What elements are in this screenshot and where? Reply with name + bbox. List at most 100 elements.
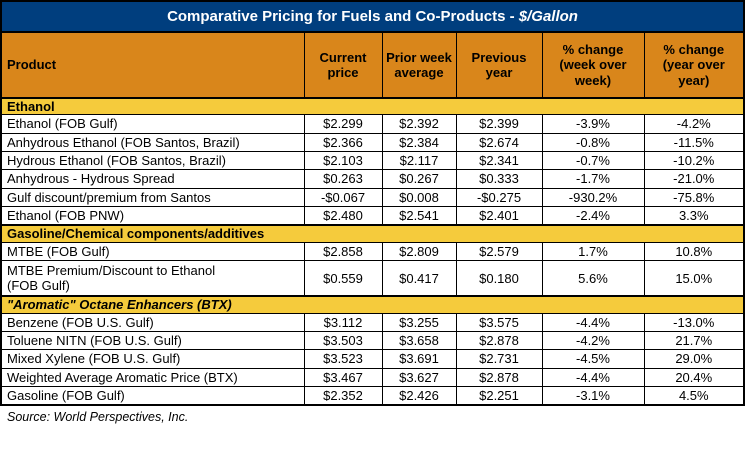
prior-week-avg-cell: $3.691	[381, 349, 457, 369]
current-price-cell: $2.366	[303, 132, 383, 152]
col-header-pct-change-wow: % change (week over week)	[541, 31, 645, 99]
product-cell: Anhydrous - Hydrous Spread	[0, 169, 305, 189]
current-price-cell: $3.467	[303, 367, 383, 388]
product-cell: Gasoline (FOB Gulf)	[0, 386, 305, 406]
previous-year-cell: $2.878	[455, 367, 543, 388]
pct-change-yoy-cell: -75.8%	[643, 187, 745, 207]
table-row: Ethanol (FOB PNW) $2.480 $2.541 $2.401 -…	[0, 205, 745, 226]
previous-year-cell: $2.251	[455, 386, 543, 406]
previous-year-cell: $2.731	[455, 349, 543, 369]
prior-week-avg-cell: $0.267	[381, 169, 457, 189]
table-row: Gasoline (FOB Gulf) $2.352 $2.426 $2.251…	[0, 386, 745, 406]
prior-week-avg-cell: $3.255	[381, 312, 457, 333]
prior-week-avg-cell: $0.417	[381, 259, 457, 297]
product-cell: Weighted Average Aromatic Price (BTX)	[0, 367, 305, 388]
previous-year-cell: $2.674	[455, 132, 543, 152]
product-cell: MTBE Premium/Discount to Ethanol (FOB Gu…	[0, 259, 305, 297]
pct-change-wow-cell: -4.2%	[541, 331, 645, 351]
pct-change-yoy-cell: 21.7%	[643, 331, 745, 351]
pct-change-wow-cell: -2.4%	[541, 205, 645, 226]
current-price-cell: $3.112	[303, 312, 383, 333]
prior-week-avg-cell: $2.392	[381, 114, 457, 134]
product-cell: Anhydrous Ethanol (FOB Santos, Brazil)	[0, 132, 305, 152]
pct-change-wow-cell: -1.7%	[541, 169, 645, 189]
prior-week-avg-cell: $2.541	[381, 205, 457, 226]
product-cell: MTBE (FOB Gulf)	[0, 241, 305, 261]
current-price-cell: $2.103	[303, 150, 383, 171]
previous-year-cell: $2.399	[455, 114, 543, 134]
pct-change-yoy-cell: 4.5%	[643, 386, 745, 406]
product-cell: Gulf discount/premium from Santos	[0, 187, 305, 207]
prior-week-avg-cell: $2.426	[381, 386, 457, 406]
col-header-previous-year: Previous year	[455, 31, 543, 99]
table-row: Hydrous Ethanol (FOB Santos, Brazil) $2.…	[0, 150, 745, 171]
table-title: Comparative Pricing for Fuels and Co-Pro…	[0, 0, 745, 33]
pct-change-wow-cell: 5.6%	[541, 259, 645, 297]
current-price-cell: $0.559	[303, 259, 383, 297]
col-header-product: Product	[0, 31, 305, 99]
pct-change-yoy-cell: 10.8%	[643, 241, 745, 261]
pct-change-yoy-cell: 20.4%	[643, 367, 745, 388]
product-cell: Toluene NITN (FOB U.S. Gulf)	[0, 331, 305, 351]
pct-change-wow-cell: -3.1%	[541, 386, 645, 406]
table-row: Gulf discount/premium from Santos -$0.06…	[0, 187, 745, 207]
prior-week-avg-cell: $2.809	[381, 241, 457, 261]
pct-change-wow-cell: -4.5%	[541, 349, 645, 369]
previous-year-cell: $2.341	[455, 150, 543, 171]
previous-year-cell: $2.878	[455, 331, 543, 351]
current-price-cell: $2.858	[303, 241, 383, 261]
table-row: Anhydrous - Hydrous Spread $0.263 $0.267…	[0, 169, 745, 189]
section-header-gasoline-chemical: Gasoline/Chemical components/additives	[0, 224, 745, 243]
product-cell: Benzene (FOB U.S. Gulf)	[0, 312, 305, 333]
current-price-cell: $2.480	[303, 205, 383, 226]
prior-week-avg-cell: $3.627	[381, 367, 457, 388]
title-row: Comparative Pricing for Fuels and Co-Pro…	[0, 0, 745, 33]
col-header-prior-week-average: Prior week average	[381, 31, 457, 99]
product-label: MTBE Premium/Discount to Ethanol (FOB Gu…	[7, 262, 216, 294]
pct-change-wow-cell: -3.9%	[541, 114, 645, 134]
table-row: Weighted Average Aromatic Price (BTX) $3…	[0, 367, 745, 388]
prior-week-avg-cell: $2.117	[381, 150, 457, 171]
pct-change-yoy-cell: 29.0%	[643, 349, 745, 369]
prior-week-avg-cell: $0.008	[381, 187, 457, 207]
section-label: "Aromatic" Octane Enhancers (BTX)	[0, 295, 745, 314]
current-price-cell: $3.523	[303, 349, 383, 369]
product-cell: Mixed Xylene (FOB U.S. Gulf)	[0, 349, 305, 369]
table-row: Anhydrous Ethanol (FOB Santos, Brazil) $…	[0, 132, 745, 152]
pct-change-yoy-cell: -11.5%	[643, 132, 745, 152]
pct-change-yoy-cell: -13.0%	[643, 312, 745, 333]
current-price-cell: $3.503	[303, 331, 383, 351]
section-label: Gasoline/Chemical components/additives	[0, 224, 745, 243]
table-title-text: Comparative Pricing for Fuels and Co-Pro…	[167, 7, 519, 25]
previous-year-cell: $0.333	[455, 169, 543, 189]
current-price-cell: -$0.067	[303, 187, 383, 207]
table-row: Ethanol (FOB Gulf) $2.299 $2.392 $2.399 …	[0, 114, 745, 134]
previous-year-cell: $2.579	[455, 241, 543, 261]
product-cell: Hydrous Ethanol (FOB Santos, Brazil)	[0, 150, 305, 171]
current-price-cell: $2.352	[303, 386, 383, 406]
table-row: Benzene (FOB U.S. Gulf) $3.112 $3.255 $3…	[0, 312, 745, 333]
table-row: MTBE (FOB Gulf) $2.858 $2.809 $2.579 1.7…	[0, 241, 745, 261]
section-label: Ethanol	[0, 97, 745, 116]
previous-year-cell: $2.401	[455, 205, 543, 226]
table-title-unit: $/Gallon	[518, 7, 578, 25]
col-header-pct-change-yoy: % change (year over year)	[643, 31, 745, 99]
pct-change-wow-cell: -0.7%	[541, 150, 645, 171]
previous-year-cell: -$0.275	[455, 187, 543, 207]
table-row: MTBE Premium/Discount to Ethanol (FOB Gu…	[0, 259, 745, 297]
product-cell: Ethanol (FOB Gulf)	[0, 114, 305, 134]
pct-change-wow-cell: -0.8%	[541, 132, 645, 152]
previous-year-cell: $3.575	[455, 312, 543, 333]
current-price-cell: $2.299	[303, 114, 383, 134]
table-row: Toluene NITN (FOB U.S. Gulf) $3.503 $3.6…	[0, 331, 745, 351]
prior-week-avg-cell: $3.658	[381, 331, 457, 351]
prior-week-avg-cell: $2.384	[381, 132, 457, 152]
column-header-row: Product Current price Prior week average…	[0, 31, 745, 99]
pct-change-wow-cell: -930.2%	[541, 187, 645, 207]
pct-change-wow-cell: -4.4%	[541, 367, 645, 388]
product-cell: Ethanol (FOB PNW)	[0, 205, 305, 226]
table-row: Mixed Xylene (FOB U.S. Gulf) $3.523 $3.6…	[0, 349, 745, 369]
current-price-cell: $0.263	[303, 169, 383, 189]
pct-change-yoy-cell: -4.2%	[643, 114, 745, 134]
